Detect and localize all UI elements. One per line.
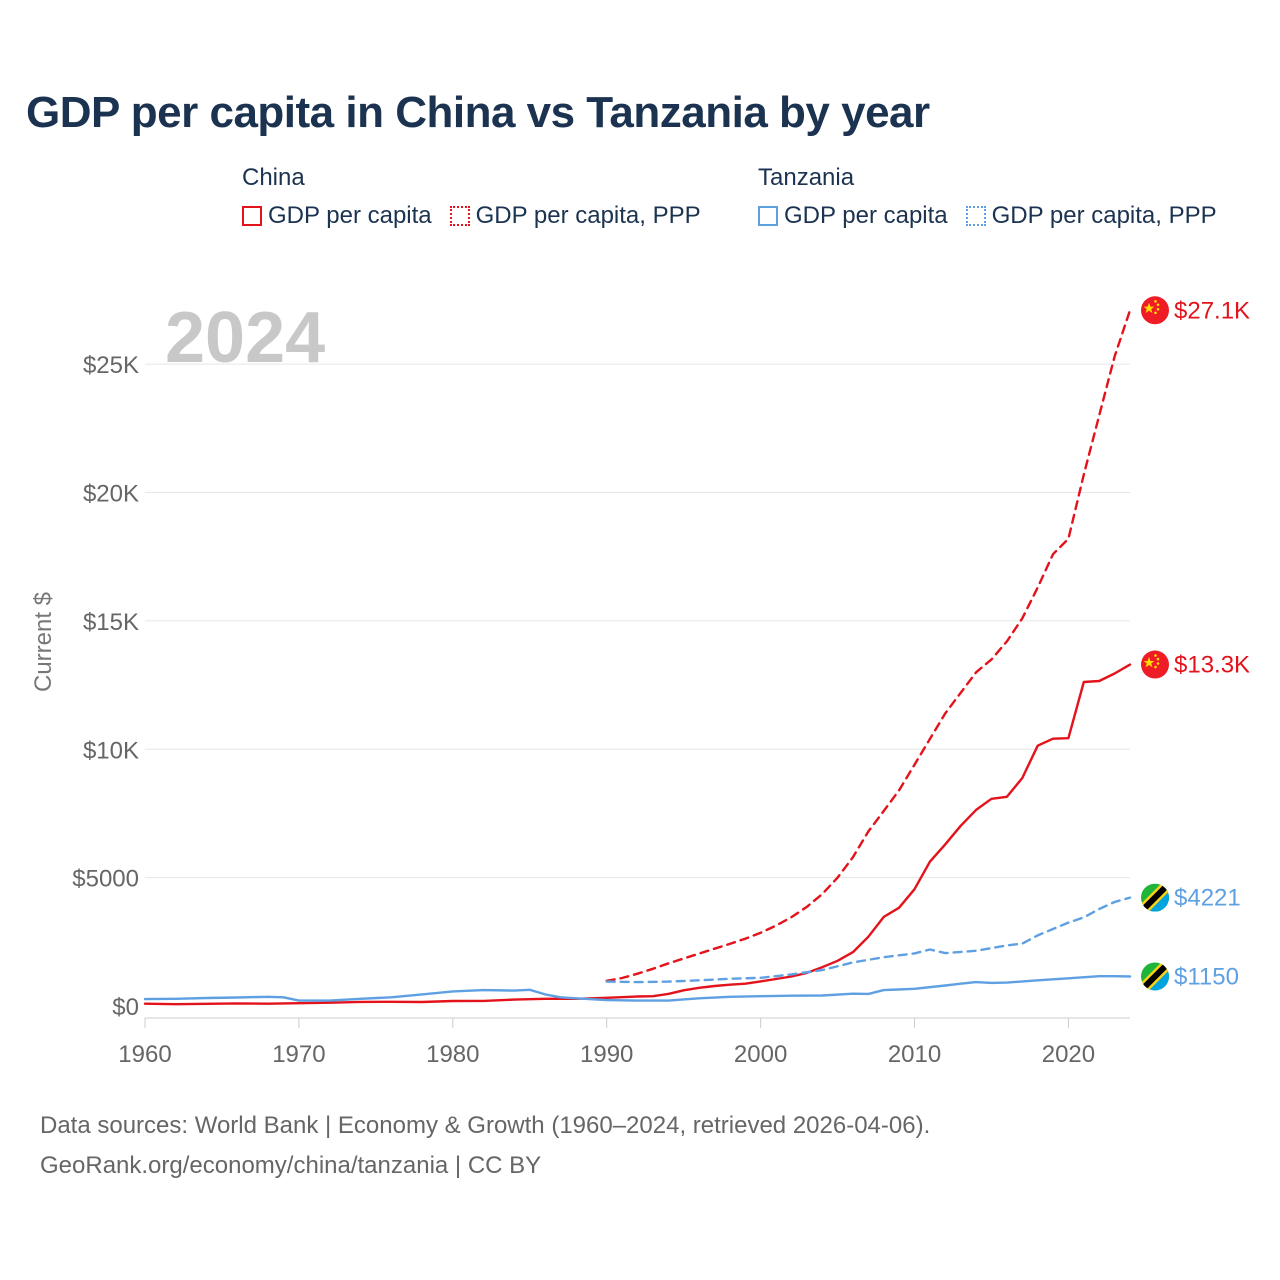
x-tick-label: 2010 bbox=[888, 1041, 941, 1068]
y-tick-label: $25K bbox=[83, 352, 139, 379]
flag-small-star bbox=[1154, 311, 1157, 315]
tanzania-flag-icon bbox=[1141, 962, 1169, 991]
year-watermark: 2024 bbox=[165, 298, 325, 378]
end-value-label: $27.1K bbox=[1174, 297, 1250, 324]
x-tick-label: 1980 bbox=[426, 1041, 479, 1068]
flag-small-star bbox=[1154, 654, 1157, 657]
footer-sources: Data sources: World Bank | Economy & Gro… bbox=[40, 1112, 931, 1139]
legend-china: China GDP per capita GDP per capita, PPP bbox=[242, 160, 701, 230]
y-tick-label: $5000 bbox=[72, 866, 139, 893]
flag-small-star bbox=[1156, 662, 1160, 665]
china-flag-icon bbox=[1141, 650, 1169, 679]
tanzania-flag-icon bbox=[1141, 883, 1169, 912]
legend-china-title: China bbox=[242, 164, 305, 191]
series-line-china-ppp bbox=[605, 309, 1132, 982]
series-line-tanzania-gdp bbox=[143, 975, 1132, 1002]
flag-small-star bbox=[1156, 303, 1160, 307]
y-tick-label: $15K bbox=[83, 609, 139, 636]
y-tick-label: $0 bbox=[112, 994, 139, 1021]
x-tick-label: 1990 bbox=[580, 1041, 633, 1068]
x-tick-label: 1960 bbox=[118, 1041, 171, 1068]
legend-tanzania-ppp[interactable]: GDP per capita, PPP bbox=[965, 202, 1217, 230]
china-flag-icon bbox=[1141, 296, 1169, 325]
y-tick-label: $20K bbox=[83, 481, 139, 508]
flag-body bbox=[1141, 962, 1169, 991]
legend-swatch-solid bbox=[758, 206, 778, 226]
series-line-tanzania-ppp bbox=[605, 896, 1132, 984]
legend-tanzania-gdp[interactable]: GDP per capita bbox=[758, 202, 948, 230]
chart-title: GDP per capita in China vs Tanzania by y… bbox=[26, 88, 930, 137]
flag-small-star bbox=[1156, 307, 1160, 311]
footer: Data sources: World Bank | Economy & Gro… bbox=[40, 1106, 930, 1186]
flag-small-star bbox=[1154, 299, 1157, 303]
legend-swatch-dotted bbox=[965, 206, 986, 226]
x-tick-label: 1970 bbox=[272, 1041, 325, 1068]
flag-small-star bbox=[1156, 657, 1160, 661]
legend-china-gdp-label: GDP per capita bbox=[268, 202, 432, 229]
flag-field bbox=[1141, 650, 1169, 679]
end-value-label: $13.3K bbox=[1174, 652, 1250, 679]
x-tick-label: 2020 bbox=[1042, 1041, 1095, 1068]
y-axis-title: Current $ bbox=[30, 592, 57, 692]
legend-tanzania-ppp-label: GDP per capita, PPP bbox=[991, 202, 1217, 229]
legend-tanzania: Tanzania GDP per capita GDP per capita, … bbox=[758, 160, 1217, 230]
legend-tanzania-title: Tanzania bbox=[758, 164, 855, 191]
legend-china-ppp-label: GDP per capita, PPP bbox=[475, 202, 701, 229]
flag-star bbox=[1143, 302, 1155, 313]
x-tick-label: 2000 bbox=[734, 1041, 787, 1068]
footer-link[interactable]: GeoRank.org/economy/china/tanzania | CC … bbox=[40, 1152, 542, 1179]
y-tick-label: $10K bbox=[83, 737, 139, 764]
flag-star bbox=[1143, 657, 1155, 668]
flag-field bbox=[1141, 296, 1169, 325]
legend-tanzania-gdp-label: GDP per capita bbox=[784, 202, 948, 229]
end-value-label: $4221 bbox=[1174, 885, 1241, 912]
legend-china-gdp[interactable]: GDP per capita bbox=[242, 202, 432, 230]
legend-china-ppp[interactable]: GDP per capita, PPP bbox=[449, 202, 701, 230]
legend-swatch-solid bbox=[242, 206, 262, 226]
flag-small-star bbox=[1154, 665, 1157, 669]
line-chart: 2024 $0 $5000 $10K $15K $20K $25K 1960 1970 1980… bbox=[30, 296, 1250, 1068]
end-value-label: $1150 bbox=[1174, 963, 1239, 990]
legend-swatch-dotted bbox=[449, 206, 470, 226]
series-line-china-gdp bbox=[143, 663, 1132, 1006]
flag-body bbox=[1141, 883, 1169, 912]
